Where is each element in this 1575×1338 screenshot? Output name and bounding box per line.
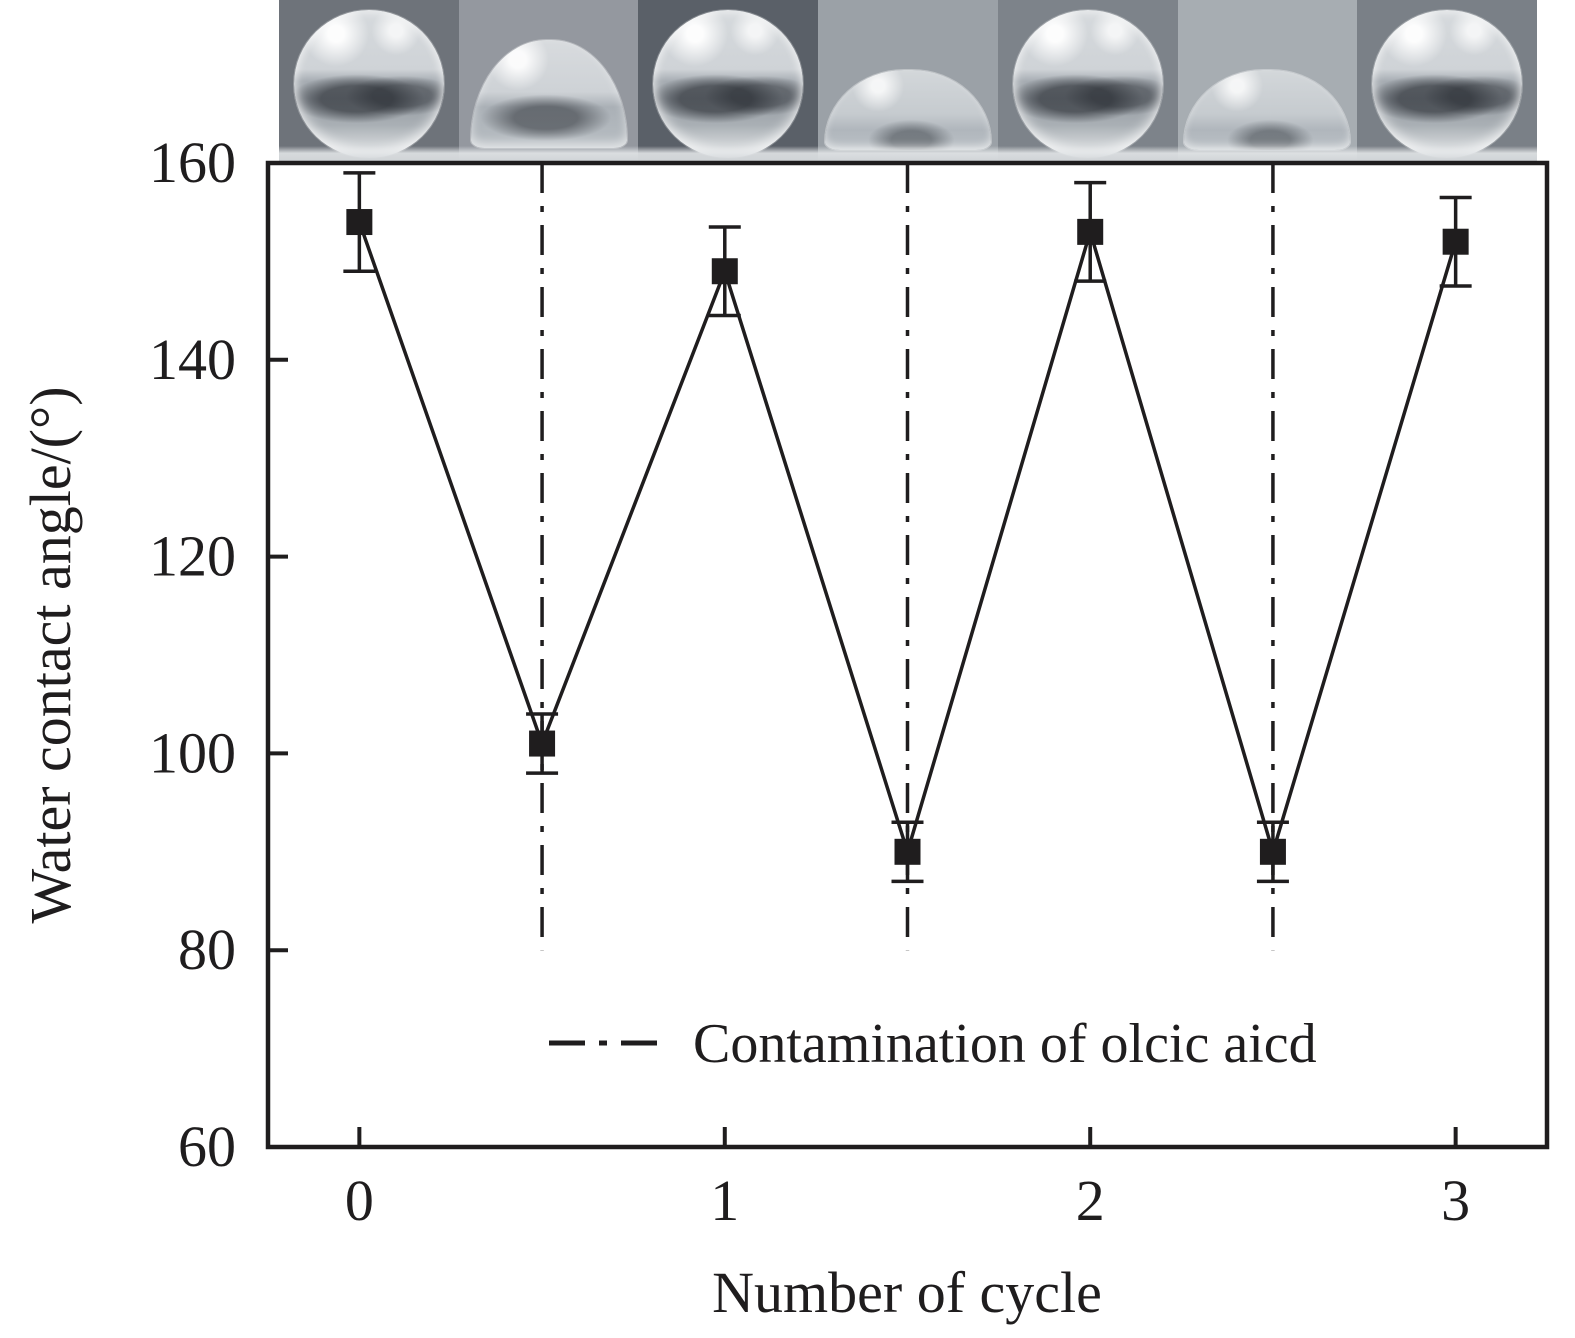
droplet-photo-3-surface	[638, 146, 819, 162]
y-tick-label-140: 140	[149, 327, 236, 392]
data-point-7	[1442, 228, 1469, 255]
droplet-photo-3-droplet	[653, 10, 804, 158]
droplet-photo-strip	[279, 0, 1538, 162]
y-axis-label: Water contact angle/(°)	[18, 386, 83, 923]
droplet-photo-4-surface	[818, 146, 998, 162]
droplet-photo-6	[1177, 0, 1358, 162]
data-point-2	[529, 730, 556, 757]
y-tick-label-80: 80	[178, 917, 236, 982]
droplet-photo-4	[818, 0, 998, 162]
x-tick-label-3: 3	[1441, 1168, 1470, 1233]
data-point-4	[894, 838, 921, 865]
data-point-6	[1259, 838, 1286, 865]
data-point-5	[1077, 218, 1104, 245]
plot-frame	[265, 160, 1550, 1150]
droplet-photo-2-surface	[458, 146, 639, 162]
y-tick-label-120: 120	[149, 524, 236, 589]
droplet-photo-1-droplet	[293, 10, 444, 158]
x-tick-label-2: 2	[1076, 1168, 1105, 1233]
droplet-photo-6-surface	[1177, 146, 1358, 162]
droplet-photo-1-surface	[279, 146, 459, 162]
y-tick-label-60: 60	[178, 1114, 236, 1179]
legend-label: Contamination of olcic aicd	[693, 1013, 1317, 1075]
x-axis-label: Number of cycle	[712, 1260, 1102, 1325]
y-tick-label-100: 100	[149, 720, 236, 785]
y-tick-label-160: 160	[149, 130, 236, 195]
x-tick-label-1: 1	[710, 1168, 739, 1233]
droplet-photo-1	[279, 0, 459, 162]
x-tick-label-0: 0	[345, 1168, 374, 1233]
droplet-photo-7-droplet	[1372, 10, 1523, 158]
data-point-1	[346, 209, 373, 236]
droplet-photo-7	[1357, 0, 1538, 162]
droplet-photo-5-droplet	[1012, 10, 1163, 158]
droplet-photo-2	[458, 0, 639, 162]
droplet-photo-5	[997, 0, 1178, 162]
droplet-photo-3	[638, 0, 819, 162]
droplet-photo-7-surface	[1357, 146, 1538, 162]
droplet-photo-5-surface	[997, 146, 1178, 162]
data-point-3	[711, 258, 738, 285]
